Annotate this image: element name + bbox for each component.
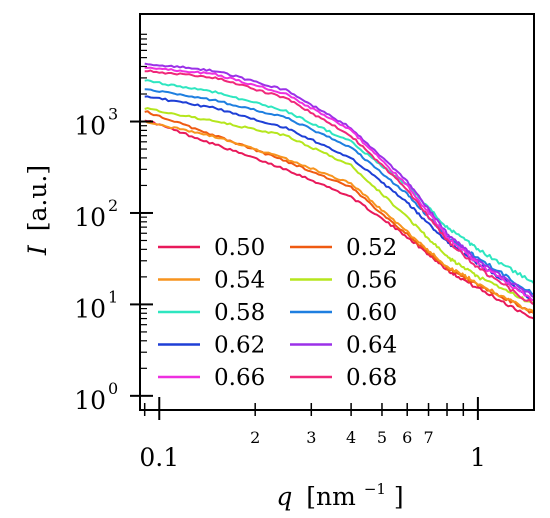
y-axis-variable: I xyxy=(23,244,52,256)
y-tick-label-exponent: 1 xyxy=(108,287,118,306)
x-tick-label: 1 xyxy=(470,443,486,472)
series-lines xyxy=(144,62,535,320)
legend-label-0.64: 0.64 xyxy=(346,333,397,359)
series-line-0.68 xyxy=(144,69,535,306)
series-line-0.62 xyxy=(144,95,535,302)
series-line-0.54 xyxy=(144,120,535,314)
legend-label-0.68: 0.68 xyxy=(346,365,397,391)
x-axis-unit-close: ] xyxy=(394,482,404,511)
y-axis-unit: [a.u.] xyxy=(23,165,52,231)
y-tick-label: 10 xyxy=(74,386,106,415)
series-line-0.56 xyxy=(144,107,535,306)
legend-label-0.50: 0.50 xyxy=(214,235,265,261)
y-tick-label-exponent: 2 xyxy=(108,196,118,215)
y-tick-label: 10 xyxy=(74,294,106,323)
legend-label-0.66: 0.66 xyxy=(214,365,265,391)
legend-label-0.60: 0.60 xyxy=(346,300,397,326)
y-axis-title: I [a.u.] xyxy=(23,165,52,256)
y-tick-label: 10 xyxy=(74,203,106,232)
x-axis-unit: [nm xyxy=(306,482,356,511)
legend-label-0.54: 0.54 xyxy=(214,268,265,294)
y-tick-label-exponent: 0 xyxy=(108,379,118,398)
legend-label-0.52: 0.52 xyxy=(346,235,397,261)
x-minor-tick-label: 5 xyxy=(377,428,387,447)
x-axis-ticks: 0.1 1 2 3 4 5 6 7 xyxy=(139,397,486,472)
legend-label-0.56: 0.56 xyxy=(346,268,397,294)
series-line-0.50 xyxy=(144,119,535,320)
x-minor-tick-label: 2 xyxy=(250,428,260,447)
series-line-0.66 xyxy=(144,66,535,302)
x-axis-title: q [nm −1 ] xyxy=(276,471,403,511)
series-line-0.60 xyxy=(144,88,535,295)
x-minor-tick-label: 6 xyxy=(402,428,412,447)
x-axis-variable: q xyxy=(276,482,292,511)
series-line-0.64 xyxy=(144,62,535,299)
x-minor-tick-label: 7 xyxy=(423,428,433,447)
y-tick-label: 10 xyxy=(74,112,106,141)
legend: 0.50 0.52 0.54 0.56 0.58 0.60 0.62 0.64 0.66 0.68 xyxy=(158,235,397,391)
x-minor-tick-label: 4 xyxy=(346,428,356,447)
legend-label-0.62: 0.62 xyxy=(214,333,265,359)
legend-label-0.58: 0.58 xyxy=(214,300,265,326)
x-minor-tick-label: 3 xyxy=(306,428,316,447)
x-axis-unit-exponent: −1 xyxy=(364,480,386,498)
y-tick-label-exponent: 3 xyxy=(108,105,118,124)
x-tick-label: 0.1 xyxy=(139,443,179,472)
